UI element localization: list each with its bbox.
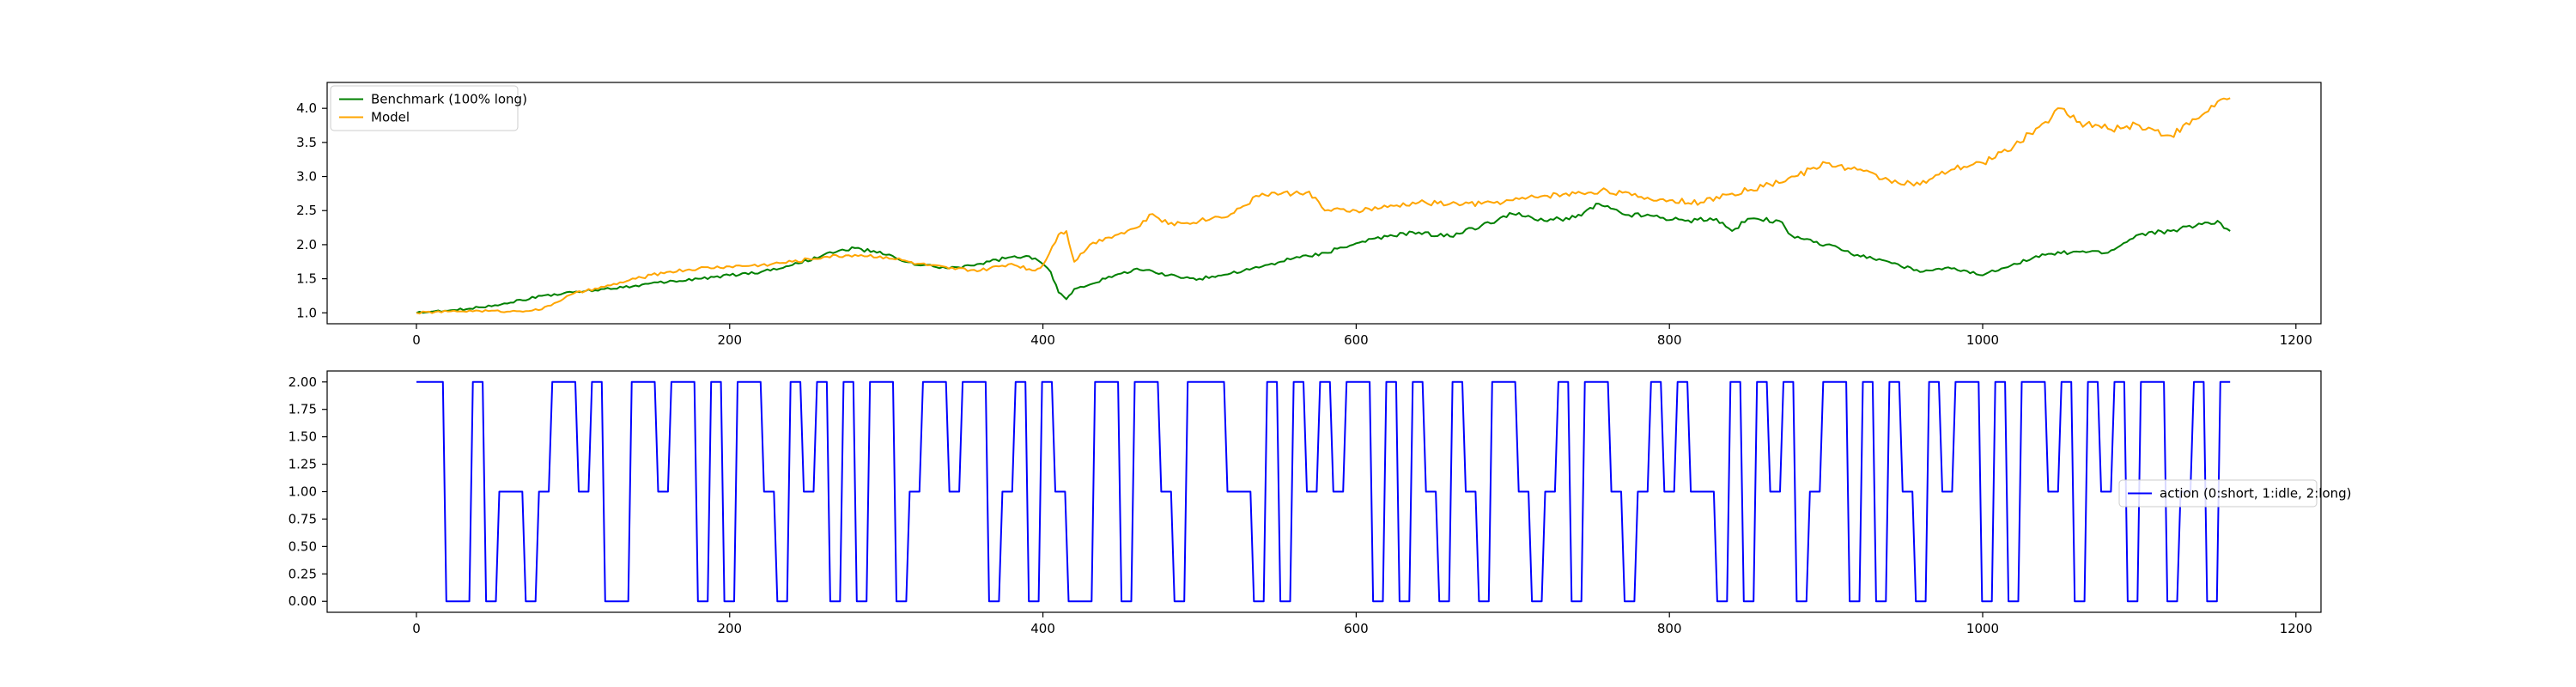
y-tick-label: 0.00 (289, 593, 317, 609)
legend-label: action (0:short, 1:idle, 2:long) (2160, 486, 2352, 502)
legend-box (2118, 479, 2318, 508)
legend-box (330, 85, 519, 131)
x-tick-label: 600 (1344, 621, 1369, 636)
x-tick-label: 1200 (2280, 332, 2312, 348)
y-tick-label: 0.75 (289, 511, 317, 526)
y-tick-label: 1.5 (296, 271, 317, 287)
legend-label: Model (371, 110, 410, 125)
y-tick-label: 3.0 (296, 169, 317, 185)
y-tick-label: 1.00 (289, 484, 317, 500)
x-tick-label: 0 (412, 332, 421, 348)
x-tick-label: 1000 (1966, 621, 1999, 636)
series-line (416, 380, 2231, 603)
y-tick-label: 4.0 (296, 100, 317, 116)
x-tick-label: 800 (1657, 621, 1682, 636)
y-tick-label: 1.25 (289, 457, 317, 472)
bottom-panel: 0 200 400 600 800 1000 1200 0.00 0.25 0.50 0.75 1.0… (289, 370, 2352, 636)
x-tick-label: 600 (1344, 332, 1369, 348)
top-panel: 0 200 400 600 800 1000 1200 1.0 1.5 2.0 2.5 3.0 3.5 4… (296, 82, 2322, 348)
x-tick-label: 800 (1657, 332, 1682, 348)
x-tick-label: 400 (1030, 621, 1055, 636)
y-tick-label: 2.00 (289, 374, 317, 390)
series-line (416, 97, 2231, 315)
y-tick-label: 1.50 (289, 429, 317, 445)
y-tick-label: 1.75 (289, 402, 317, 417)
y-tick-label: 0.50 (289, 538, 317, 554)
x-tick-label: 200 (717, 621, 742, 636)
x-tick-label: 1000 (1966, 332, 1999, 348)
y-tick-label: 0.25 (289, 566, 317, 581)
x-tick-label: 1200 (2280, 621, 2312, 636)
x-tick-label: 0 (412, 621, 421, 636)
series-line (416, 203, 2231, 314)
x-tick-label: 400 (1030, 332, 1055, 348)
axes-frame (326, 82, 2322, 325)
x-tick-label: 200 (717, 332, 742, 348)
y-tick-label: 2.5 (296, 203, 317, 218)
y-tick-label: 3.5 (296, 135, 317, 150)
legend-label: Benchmark (100% long) (371, 92, 527, 107)
y-tick-label: 2.0 (296, 237, 317, 252)
y-tick-label: 1.0 (296, 305, 317, 320)
